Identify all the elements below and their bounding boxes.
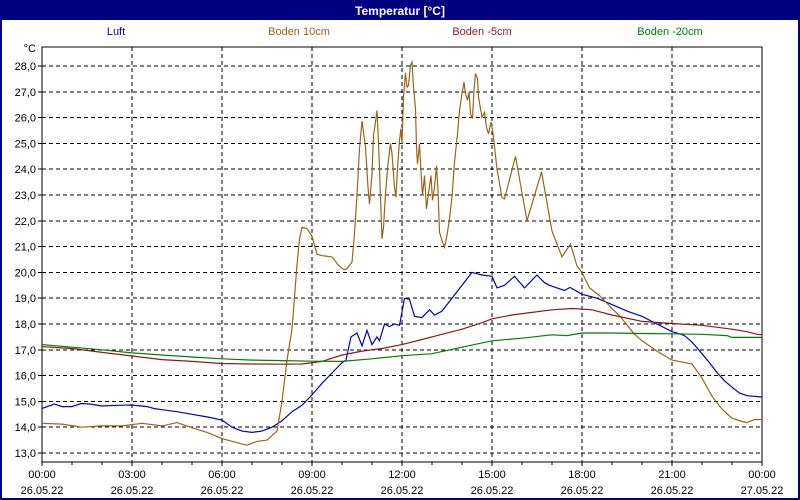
svg-text:21,0: 21,0 [15, 242, 36, 254]
svg-text:22,0: 22,0 [15, 216, 36, 228]
legend-item-boden-minus20cm: Boden -20cm [637, 26, 703, 38]
svg-text:21:00: 21:00 [658, 469, 686, 481]
svg-text:18:00: 18:00 [568, 469, 596, 481]
svg-text:26.05.22: 26.05.22 [561, 485, 604, 497]
svg-text:26.05.22: 26.05.22 [471, 485, 514, 497]
svg-text:27,0: 27,0 [15, 87, 36, 99]
svg-text:17,0: 17,0 [15, 345, 36, 357]
svg-text:26.05.22: 26.05.22 [651, 485, 694, 497]
svg-text:15,0: 15,0 [15, 396, 36, 408]
svg-text:20,0: 20,0 [15, 267, 36, 279]
svg-text:00:00: 00:00 [28, 469, 56, 481]
svg-text:19,0: 19,0 [15, 293, 36, 305]
svg-text:18,0: 18,0 [15, 319, 36, 331]
svg-text:03:00: 03:00 [118, 469, 146, 481]
svg-text:13,0: 13,0 [15, 448, 36, 460]
svg-text:06:00: 06:00 [208, 469, 236, 481]
svg-text:26.05.22: 26.05.22 [381, 485, 424, 497]
chart-title: Temperatur [°C] [355, 4, 445, 18]
svg-text:°C: °C [24, 43, 36, 55]
legend-item-boden-10cm: Boden 10cm [268, 26, 330, 38]
svg-text:14,0: 14,0 [15, 422, 36, 434]
svg-text:09:00: 09:00 [298, 469, 326, 481]
svg-text:28,0: 28,0 [15, 61, 36, 73]
svg-text:26.05.22: 26.05.22 [201, 485, 244, 497]
svg-text:16,0: 16,0 [15, 371, 36, 383]
svg-text:23,0: 23,0 [15, 190, 36, 202]
chart-legend: Luft Boden 10cm Boden -5cm Boden -20cm [2, 26, 798, 40]
svg-text:27.05.22: 27.05.22 [741, 485, 784, 497]
svg-text:15:00: 15:00 [478, 469, 506, 481]
svg-text:26.05.22: 26.05.22 [21, 485, 64, 497]
legend-item-boden-minus5cm: Boden -5cm [452, 26, 512, 38]
svg-text:26,0: 26,0 [15, 113, 36, 125]
svg-text:24,0: 24,0 [15, 164, 36, 176]
legend-item-luft: Luft [106, 26, 126, 38]
svg-text:26.05.22: 26.05.22 [291, 485, 334, 497]
svg-text:26.05.22: 26.05.22 [111, 485, 154, 497]
title-bar: Temperatur [°C] [2, 2, 798, 20]
svg-text:00:00: 00:00 [748, 469, 776, 481]
svg-text:25,0: 25,0 [15, 138, 36, 150]
svg-text:12:00: 12:00 [388, 469, 416, 481]
